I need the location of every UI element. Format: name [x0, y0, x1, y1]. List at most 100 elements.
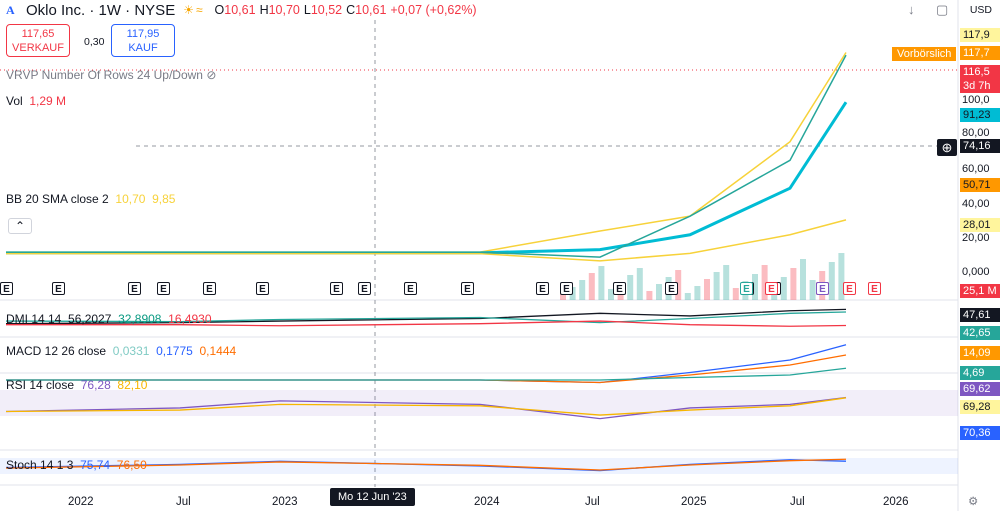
price-scale-tag: 74,16	[960, 139, 1000, 153]
xaxis-label: 2026	[883, 496, 909, 508]
indicator-series-rsi	[5, 396, 847, 420]
tradingview-logo-icon: A	[6, 3, 15, 17]
volume-bar	[608, 289, 614, 300]
price-tick: 100,0	[962, 94, 990, 106]
earnings-event-icon[interactable]: E	[560, 282, 573, 295]
earnings-event-icon[interactable]: E	[157, 282, 170, 295]
price-scale-tag: 42,65	[960, 326, 1000, 340]
volume-bar	[579, 280, 586, 300]
sell-button[interactable]: 117,65 VERKAUF	[6, 24, 70, 57]
earnings-event-icon[interactable]: E	[868, 282, 881, 295]
volume-bar	[828, 262, 835, 300]
volume-bar	[627, 275, 634, 300]
volume-bar	[598, 266, 605, 300]
earnings-event-icon[interactable]: E	[358, 282, 371, 295]
volume-bar	[761, 265, 768, 300]
earnings-event-icon[interactable]: E	[765, 282, 778, 295]
ohlc-low: L10,52	[303, 3, 343, 17]
premarket-label: Vorbörslich	[892, 47, 957, 61]
xaxis-label: 2023	[272, 496, 298, 508]
indicator-series--di	[6, 320, 847, 327]
earnings-event-icon[interactable]: E	[330, 282, 343, 295]
symbol-title[interactable]: Oklo Inc. · 1W · NYSE	[26, 1, 176, 19]
price-tick: 20,00	[962, 232, 990, 244]
earnings-event-icon[interactable]: E	[665, 282, 678, 295]
add-price-line-icon[interactable]: ⊕	[937, 139, 957, 156]
arrow-down-icon[interactable]: ↓	[908, 2, 915, 17]
ohlc-open: O10,61	[214, 3, 256, 17]
earnings-event-icon[interactable]: E	[256, 282, 269, 295]
buy-label: KAUF	[128, 42, 158, 54]
currency-label[interactable]: USD	[969, 4, 992, 16]
earnings-event-icon[interactable]: E	[404, 282, 417, 295]
price-tick: 60,00	[962, 163, 990, 175]
earnings-event-icon[interactable]: E	[536, 282, 549, 295]
volume-bar	[723, 265, 730, 300]
spread-value: 0,30	[84, 36, 105, 48]
price-scale-tag: 4,69	[960, 366, 1000, 380]
volume-bar	[713, 272, 720, 300]
price-scale-tag: 116,5	[960, 65, 1000, 79]
price-series-bb-basis	[6, 101, 848, 255]
volume-bar	[636, 268, 643, 300]
volume-bar	[780, 277, 787, 300]
stoch-legend[interactable]: Stoch 14 1 3 75,74 76,50	[6, 458, 147, 472]
earnings-event-icon[interactable]: E	[843, 282, 856, 295]
buy-button[interactable]: 117,95 KAUF	[111, 24, 175, 57]
earnings-event-icon[interactable]: E	[461, 282, 474, 295]
ohlc-close: C10,61	[346, 3, 387, 17]
dmi-legend[interactable]: DMI 14 14 56,2027 32,8908 16,4930	[6, 312, 212, 326]
volume-bar	[588, 273, 595, 300]
price-scale-tag: 69,28	[960, 400, 1000, 414]
ohlc-change: +0,07 (+0,62%)	[390, 3, 477, 17]
rsi-legend[interactable]: RSI 14 close 76,28 82,10	[6, 378, 148, 392]
earnings-event-icon[interactable]: E	[52, 282, 65, 295]
earnings-event-icon[interactable]: E	[816, 282, 829, 295]
price-series-close	[6, 54, 847, 258]
price-tick: 40,00	[962, 198, 990, 210]
volume-bar	[704, 279, 710, 300]
price-scale-tag: 14,09	[960, 346, 1000, 360]
macd-legend[interactable]: MACD 12 26 close 0,0331 0,1775 0,1444	[6, 344, 237, 358]
xaxis-label: Jul	[585, 496, 600, 508]
bb-legend[interactable]: BB 20 SMA close 2 10,70 9,85	[6, 192, 176, 206]
price-scale-tag: 50,71	[960, 178, 1000, 192]
price-scale-tag: 69,62	[960, 382, 1000, 396]
xaxis-label: 2025	[681, 496, 707, 508]
xaxis-label: Jul	[176, 496, 191, 508]
ohlc-high: H10,70	[259, 3, 300, 17]
volume-bar	[790, 268, 797, 300]
indicator-series--d	[5, 458, 847, 471]
price-scale-tag: 28,01	[960, 218, 1000, 232]
volume-bar	[800, 259, 806, 300]
earnings-event-icon[interactable]: E	[613, 282, 626, 295]
header-bar: A Oklo Inc. · 1W · NYSE ☀≈ O10,61 H10,70…	[0, 0, 1000, 20]
earnings-event-icon[interactable]: E	[128, 282, 141, 295]
sell-price: 117,65	[21, 28, 55, 40]
earnings-event-icon[interactable]: E	[0, 282, 13, 295]
xaxis-label: 2024	[474, 496, 500, 508]
sell-label: VERKAUF	[12, 42, 64, 54]
price-scale-tag: 47,61	[960, 308, 1000, 322]
vol-legend[interactable]: Vol 1,29 M	[6, 94, 67, 108]
volume-bar	[646, 291, 653, 300]
earnings-event-icon[interactable]: E	[740, 282, 753, 295]
volume-bar	[684, 293, 691, 300]
price-scale-tag: 91,23	[960, 108, 1000, 122]
eye-off-icon[interactable]: ⊘	[206, 68, 217, 82]
earnings-event-icon[interactable]: E	[203, 282, 216, 295]
indicator-series-histogram	[6, 367, 847, 381]
indicator-series-adx	[5, 308, 847, 325]
maximize-icon[interactable]: ▢	[936, 2, 949, 17]
price-tick: 80,00	[962, 127, 990, 139]
vrvp-legend[interactable]: VRVP Number Of Rows 24 Up/Down ⊘	[6, 68, 217, 82]
price-series-bb-lower	[6, 219, 847, 262]
indicator-series-rsi-ma	[5, 397, 847, 416]
price-scale-tag: 117,7	[960, 46, 1000, 60]
collapse-indicators-button[interactable]: ⌃	[8, 218, 33, 234]
volume-bar	[838, 253, 845, 300]
settings-gear-icon[interactable]: ⚙	[968, 496, 979, 508]
volume-bar	[809, 280, 816, 300]
buy-price: 117,95	[126, 28, 160, 40]
